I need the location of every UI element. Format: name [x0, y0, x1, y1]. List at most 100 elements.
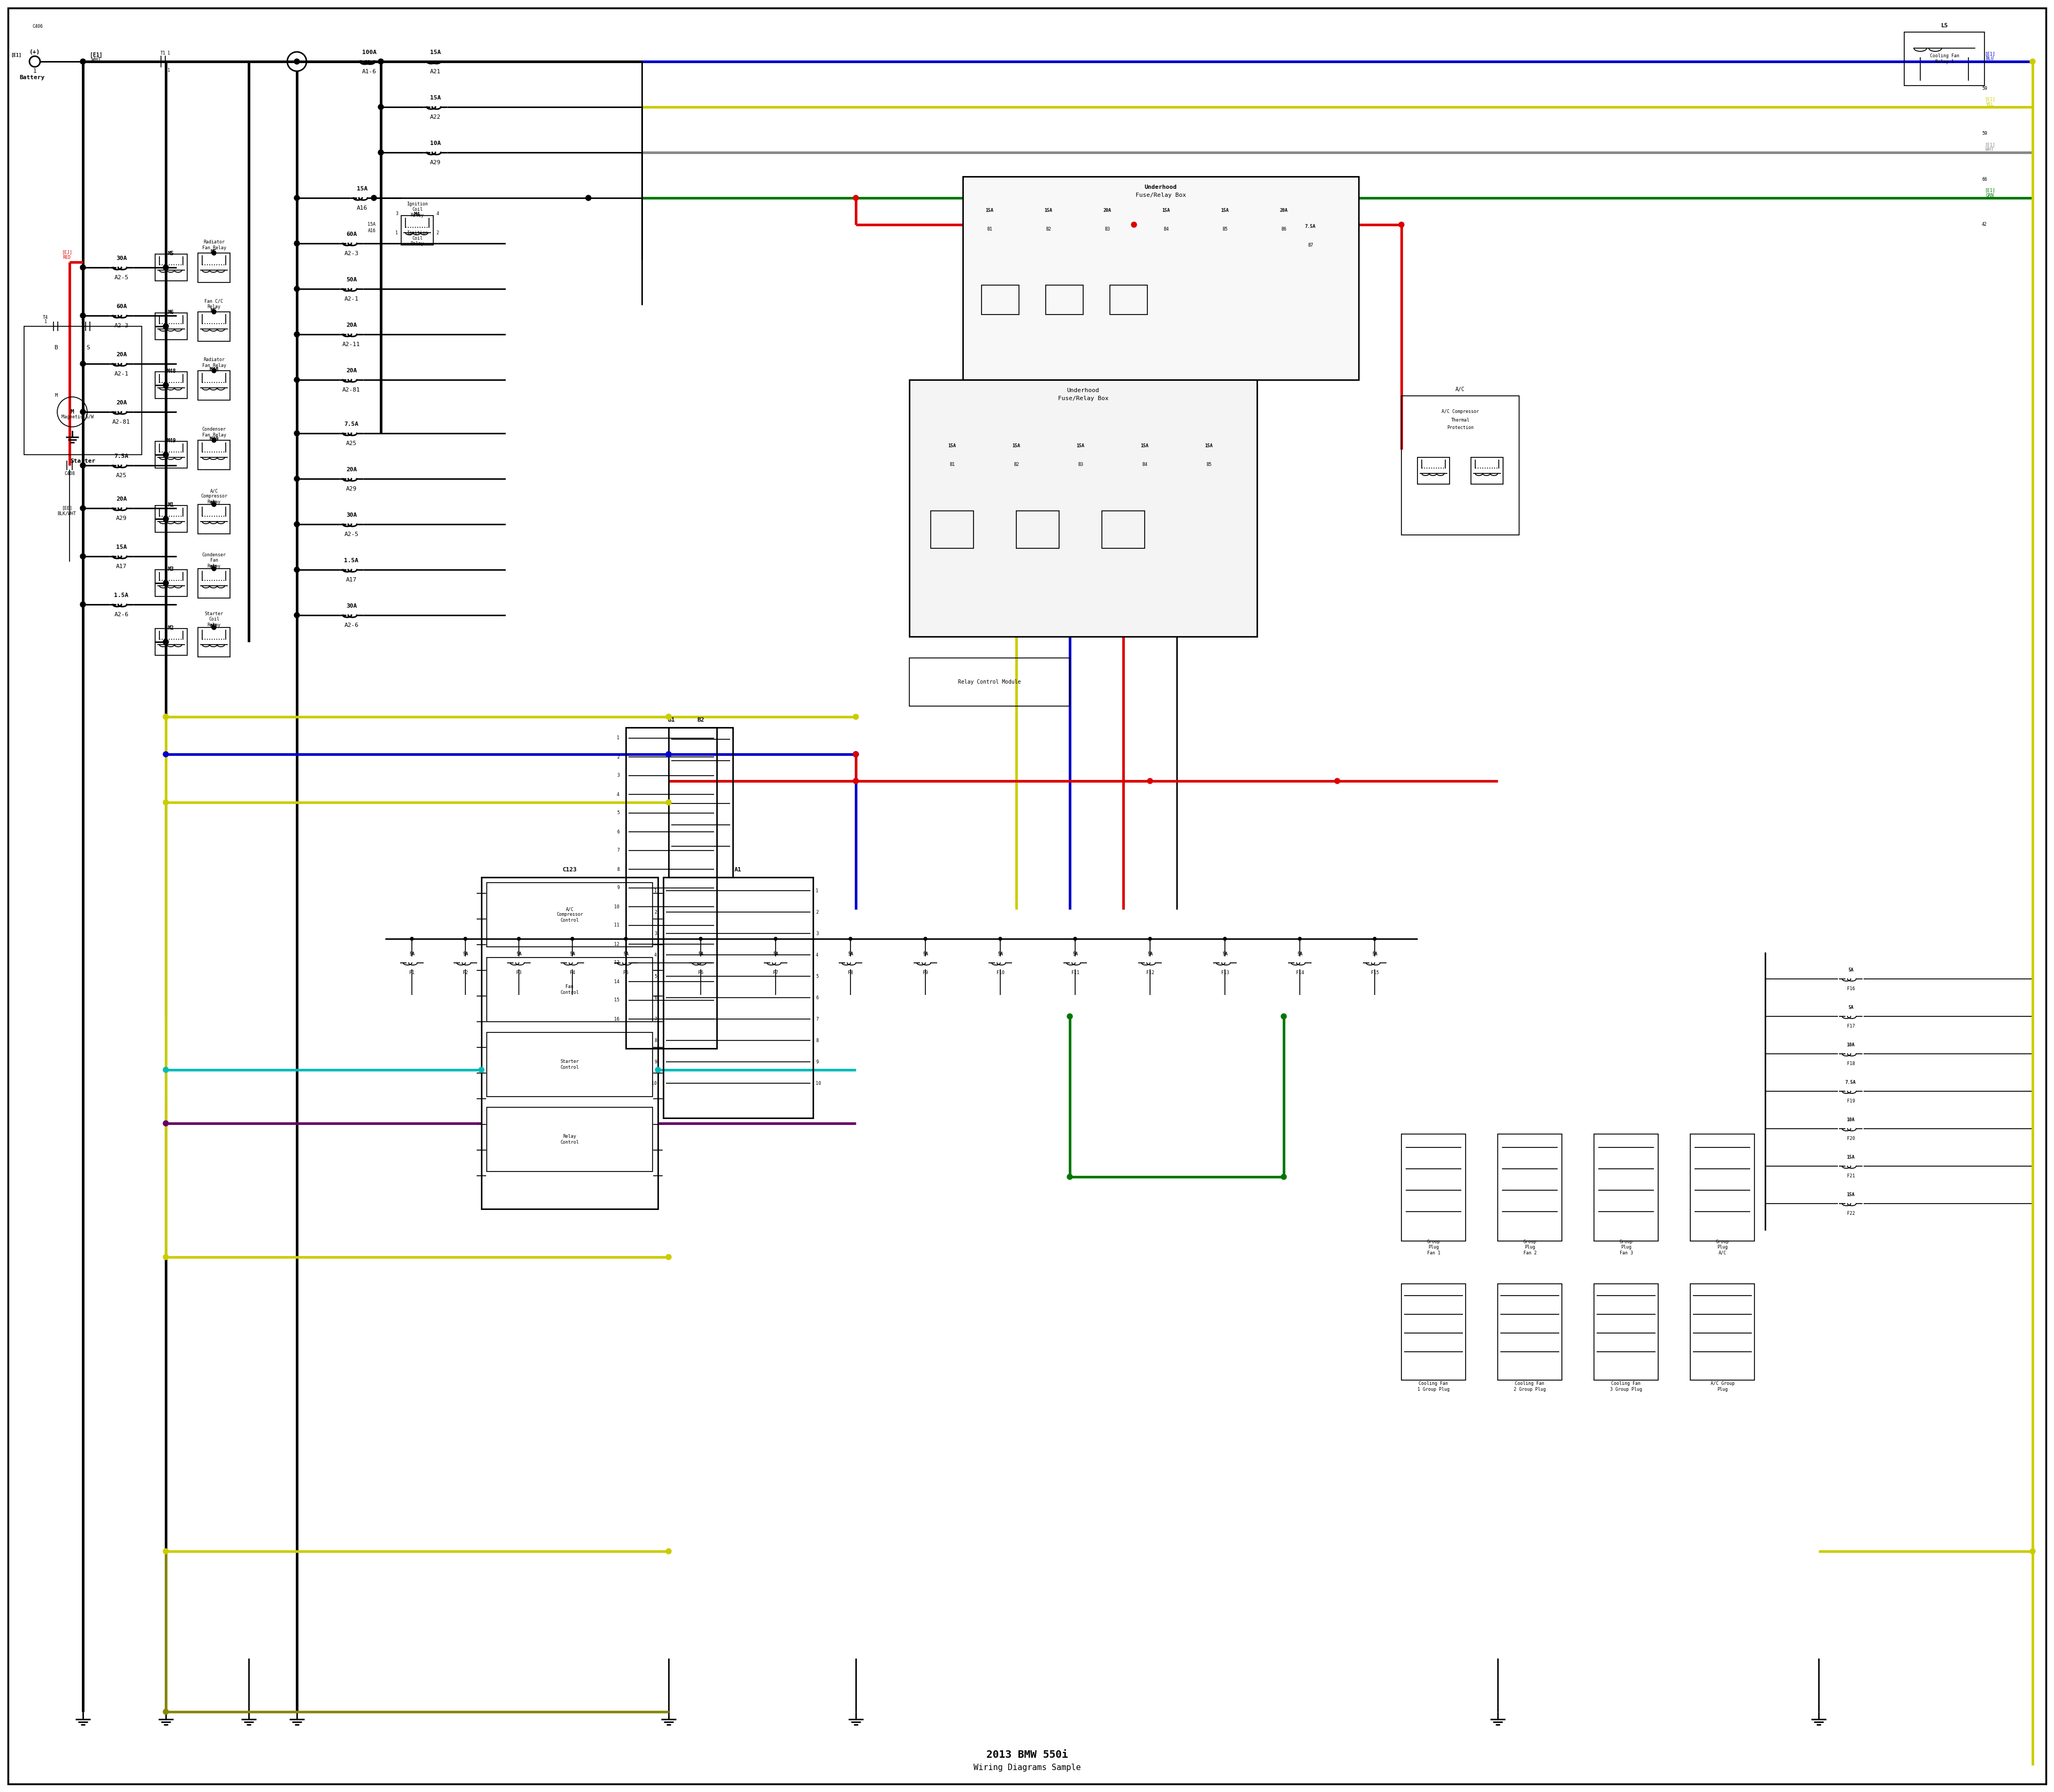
Text: Battery: Battery: [18, 75, 45, 81]
Bar: [156, 570, 187, 597]
Circle shape: [1282, 1014, 1286, 1020]
Circle shape: [479, 1068, 485, 1073]
Bar: [1904, 32, 1984, 86]
Bar: [487, 883, 653, 946]
Text: Relay: Relay: [1062, 489, 1078, 495]
Circle shape: [212, 502, 216, 507]
Text: 15A: 15A: [357, 186, 368, 192]
Circle shape: [1298, 937, 1302, 941]
Bar: [1109, 285, 1148, 314]
Bar: [670, 728, 733, 878]
Circle shape: [852, 778, 859, 783]
Circle shape: [852, 751, 859, 756]
Text: 1: 1: [653, 889, 657, 892]
Text: A/C
Compressor
Relay: A/C Compressor Relay: [201, 489, 228, 504]
Text: 20A: 20A: [1280, 208, 1288, 213]
Text: Cooling Fan
2 Group Plug: Cooling Fan 2 Group Plug: [1514, 1382, 1547, 1392]
Text: 3: 3: [815, 932, 817, 935]
Text: 10: 10: [614, 905, 620, 909]
Text: 50A: 50A: [345, 278, 357, 283]
Circle shape: [852, 715, 859, 719]
Bar: [1471, 457, 1504, 484]
Text: 20A: 20A: [345, 468, 357, 473]
Text: 8: 8: [815, 1038, 817, 1043]
Text: 15A: 15A: [1847, 1192, 1855, 1197]
Text: A2-3: A2-3: [115, 323, 129, 328]
Text: 15A: 15A: [429, 95, 442, 100]
Text: 5A: 5A: [1072, 952, 1078, 957]
Text: 20A: 20A: [345, 323, 357, 328]
Text: F14: F14: [1296, 969, 1304, 975]
Bar: [156, 254, 187, 281]
Circle shape: [294, 195, 300, 201]
Text: Starter
Control: Starter Control: [561, 1059, 579, 1070]
Text: Control: Control: [1058, 495, 1080, 500]
Circle shape: [294, 240, 300, 246]
Text: F19: F19: [1847, 1098, 1855, 1104]
Bar: [1594, 1283, 1658, 1380]
Circle shape: [162, 1710, 168, 1715]
Text: 1.5A: 1.5A: [115, 593, 129, 599]
Text: A1-6: A1-6: [362, 70, 376, 73]
Bar: [963, 177, 1358, 380]
Text: 5A: 5A: [1298, 952, 1302, 957]
Bar: [1690, 1134, 1754, 1242]
Text: A21: A21: [429, 70, 442, 73]
Text: [E1]: [E1]: [1984, 143, 1994, 147]
Circle shape: [162, 452, 168, 457]
Circle shape: [294, 566, 300, 572]
Bar: [487, 1107, 653, 1172]
Text: B4: B4: [1142, 462, 1148, 468]
Text: 5: 5: [616, 810, 620, 815]
Circle shape: [80, 602, 86, 607]
Text: A29: A29: [115, 516, 127, 521]
Text: 4: 4: [435, 211, 440, 217]
Circle shape: [162, 640, 168, 645]
Circle shape: [80, 314, 86, 319]
Text: 15A: 15A: [1847, 1154, 1855, 1159]
Circle shape: [80, 360, 86, 366]
Text: 8: 8: [616, 867, 620, 871]
Text: 15A: 15A: [1163, 208, 1171, 213]
Bar: [1045, 285, 1082, 314]
Text: Ignition
Coil
Relay: Ignition Coil Relay: [407, 202, 427, 217]
Bar: [197, 627, 230, 656]
Text: Fan C/C
Relay: Fan C/C Relay: [205, 299, 224, 308]
Circle shape: [162, 1068, 168, 1073]
Text: 5A: 5A: [1148, 952, 1152, 957]
Circle shape: [655, 1068, 661, 1073]
Text: 9: 9: [616, 885, 620, 891]
Circle shape: [1068, 1174, 1072, 1179]
Circle shape: [1372, 937, 1376, 941]
Text: A2-1: A2-1: [115, 371, 129, 376]
Text: B6: B6: [1282, 228, 1286, 231]
Circle shape: [162, 516, 168, 521]
Circle shape: [665, 1548, 672, 1554]
Text: M: M: [55, 394, 58, 398]
Text: F9: F9: [922, 969, 928, 975]
Circle shape: [624, 937, 626, 941]
Circle shape: [585, 195, 592, 201]
Text: [E1]: [E1]: [90, 52, 103, 57]
Circle shape: [294, 613, 300, 618]
Text: 15A: 15A: [429, 50, 442, 56]
Text: 9: 9: [815, 1059, 817, 1064]
Circle shape: [852, 195, 859, 201]
Text: BLK/WHT: BLK/WHT: [58, 511, 76, 516]
Bar: [1006, 461, 1134, 536]
Circle shape: [212, 566, 216, 572]
Circle shape: [571, 937, 573, 941]
Circle shape: [2029, 1548, 2036, 1554]
Text: 5A: 5A: [462, 952, 468, 957]
Circle shape: [162, 799, 168, 805]
Text: 15A: 15A: [368, 222, 376, 228]
Text: A2-6: A2-6: [115, 611, 129, 616]
Text: F12: F12: [1146, 969, 1154, 975]
Circle shape: [924, 937, 926, 941]
Circle shape: [378, 59, 384, 65]
Circle shape: [848, 937, 852, 941]
Text: Condenser
Fan Relay: Condenser Fan Relay: [201, 426, 226, 437]
Circle shape: [411, 937, 413, 941]
Text: F10: F10: [996, 969, 1004, 975]
Text: M1: M1: [168, 502, 175, 507]
